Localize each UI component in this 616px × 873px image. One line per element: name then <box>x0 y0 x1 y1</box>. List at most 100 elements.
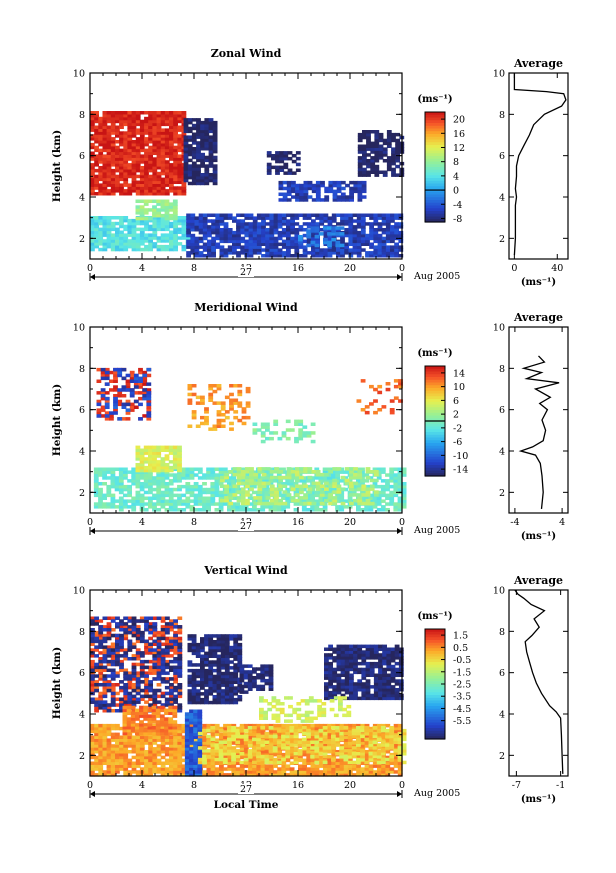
heatmap-cell <box>202 476 207 480</box>
heatmap-cell <box>115 654 120 658</box>
heatmap-cell <box>394 251 399 255</box>
heatmap-cell <box>197 487 203 492</box>
heatmap-cell <box>260 470 266 474</box>
heatmap-cell <box>177 128 183 132</box>
heatmap-cell <box>224 666 230 670</box>
heatmap-cell <box>275 165 280 170</box>
heatmap-cell <box>173 645 178 649</box>
heatmap-cell <box>395 132 400 137</box>
heatmap-cell <box>106 703 112 707</box>
heatmap-cell <box>273 419 279 424</box>
heatmap-cell <box>177 180 183 184</box>
heatmap-cell <box>156 482 162 486</box>
heatmap-cell <box>135 628 141 632</box>
heatmap-cell <box>119 183 124 187</box>
colorbar-segment <box>425 189 445 193</box>
heatmap-cell <box>102 218 108 223</box>
heatmap-cell <box>90 616 95 620</box>
heatmap-cell <box>273 236 279 241</box>
heatmap-cell <box>191 384 197 388</box>
heatmap-cell <box>106 192 112 196</box>
heatmap-cell <box>212 135 218 139</box>
heatmap-cell <box>183 141 189 145</box>
heatmap-cell <box>169 180 174 184</box>
heatmap-cell <box>401 490 407 495</box>
heatmap-cell <box>353 180 359 185</box>
heatmap-region <box>298 226 345 248</box>
heatmap-cell <box>197 490 203 495</box>
heatmap-cell <box>360 476 365 480</box>
y-tick-label: 4 <box>79 193 85 204</box>
heatmap-cell <box>139 192 145 196</box>
heatmap-cell <box>177 654 183 658</box>
heatmap-cell <box>368 493 374 498</box>
average-x-tick-label: 4 <box>559 517 565 528</box>
heatmap-cell <box>164 218 170 223</box>
heatmap-cell <box>212 677 218 682</box>
heatmap-cell <box>93 467 99 471</box>
heatmap-cell <box>332 667 338 672</box>
heatmap-cell <box>318 232 324 236</box>
heatmap-cell <box>310 499 315 503</box>
heatmap-cell <box>369 228 374 232</box>
heatmap-cell <box>231 487 236 492</box>
heatmap-cell <box>269 493 275 497</box>
heatmap-cell <box>365 470 371 474</box>
heatmap-cell <box>315 248 320 252</box>
heatmap-cell <box>236 228 241 232</box>
heatmap-cell <box>236 233 241 238</box>
heatmap-cell <box>135 619 141 623</box>
heatmap-cell <box>177 163 183 167</box>
heatmap-cell <box>208 648 214 653</box>
heatmap-cell <box>135 465 141 470</box>
heatmap-cell <box>208 671 214 676</box>
heatmap-cell <box>106 189 112 193</box>
heatmap-cell <box>378 153 384 157</box>
heatmap-cell <box>261 254 266 258</box>
heatmap-cell <box>239 664 245 668</box>
heatmap-cell <box>98 137 104 141</box>
heatmap-cell <box>265 425 270 429</box>
heatmap-cell <box>344 676 350 680</box>
heatmap-cell <box>152 694 158 699</box>
heatmap-cell <box>160 111 166 115</box>
heatmap-cell <box>351 487 357 492</box>
heatmap-cell <box>303 501 308 506</box>
heatmap-cell <box>177 134 183 138</box>
heatmap-cell <box>119 113 124 118</box>
heatmap-cell <box>164 192 170 196</box>
heatmap-cell <box>110 659 116 664</box>
heatmap-cell <box>328 183 334 188</box>
heatmap-cell <box>269 436 274 441</box>
heatmap-cell <box>252 499 257 503</box>
heatmap-cell <box>135 493 141 498</box>
heatmap-cell <box>274 475 279 480</box>
heatmap-cell <box>349 493 354 497</box>
heatmap-cell <box>389 408 395 412</box>
heatmap-cell <box>235 505 241 509</box>
heatmap-cell <box>164 183 170 187</box>
heatmap-cell <box>328 186 334 191</box>
heatmap-cell <box>102 639 108 644</box>
heatmap-cell <box>135 457 141 461</box>
colorbar-tick-label: 6 <box>453 396 459 407</box>
heatmap-cell <box>110 244 116 249</box>
heatmap-cell <box>191 181 197 186</box>
heatmap-cell <box>290 216 295 220</box>
heatmap-cell <box>204 147 210 151</box>
heatmap-cell <box>391 161 396 166</box>
heatmap-cell <box>177 645 183 649</box>
heatmap-cell <box>361 195 367 199</box>
heatmap-cell <box>119 697 124 701</box>
heatmap-cell <box>172 463 178 467</box>
colorbar-tick-label: -8 <box>453 214 462 225</box>
heatmap-cell <box>164 645 170 649</box>
colorbar-segment <box>425 205 445 209</box>
heatmap-cell <box>212 424 218 428</box>
heatmap-cell <box>152 157 158 161</box>
heatmap-cell <box>198 251 204 255</box>
heatmap-cell <box>327 232 332 236</box>
heatmap-cell <box>196 152 201 157</box>
heatmap-region <box>96 367 152 421</box>
panel-title: Meridional Wind <box>194 301 298 314</box>
